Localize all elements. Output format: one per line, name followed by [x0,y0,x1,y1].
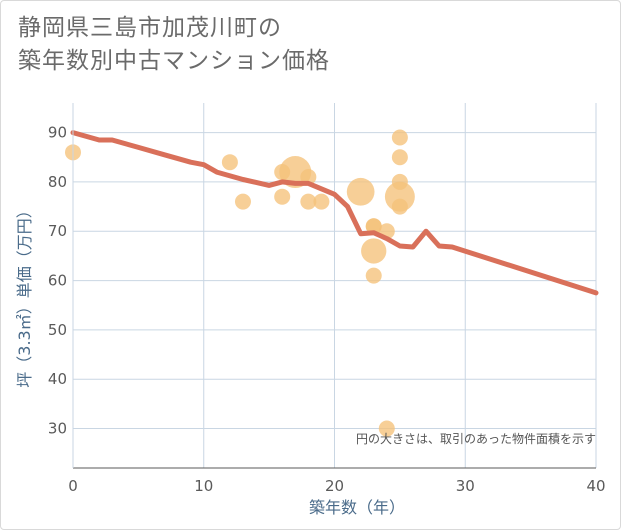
y-axis-label: 坪（3.3㎡）単価（万円） [15,202,34,387]
y-tick-label: 60 [48,272,67,290]
title-line-1: 静岡県三島市加茂川町の [18,15,282,41]
x-tick-label: 20 [325,477,344,495]
x-axis-label: 築年数（年） [309,498,405,517]
trend-line [70,130,599,296]
y-tick-label: 70 [48,222,67,240]
bubble-point [361,238,387,264]
bubble-point [221,154,238,171]
bubble-size-note: 円の大きさは、取引のあった物件面積を示す [356,431,596,446]
bubble-point [346,177,375,206]
title-line-2: 築年数別中古マンション価格 [18,48,330,74]
bubble-point [378,420,395,437]
bubble-point [300,193,317,210]
x-tick-label: 10 [194,477,213,495]
bubble-point [234,193,251,210]
x-tick-label: 40 [586,477,605,495]
y-tick-label: 50 [48,321,67,339]
bubbles [65,129,415,437]
bubble-point [391,149,408,166]
x-tick-label: 30 [456,477,475,495]
axes: 0 10 20 30 40 30 40 50 60 70 80 90 [48,103,606,495]
chart-title: 静岡県三島市加茂川町の 築年数別中古マンション価格 [18,12,330,78]
y-tick-label: 40 [48,370,67,388]
x-tick-label: 0 [68,477,78,495]
y-tick-label: 80 [48,173,67,191]
trend-line-group [70,130,599,296]
bubble-point [274,188,291,205]
bubble-point [313,193,330,210]
bubble-point [391,198,408,215]
grid [72,103,597,468]
y-tick-label: 30 [48,420,67,438]
bubble-point [365,218,382,235]
y-tick-label: 90 [48,124,67,142]
bubble-point [365,267,382,284]
bubble-point [391,129,408,146]
